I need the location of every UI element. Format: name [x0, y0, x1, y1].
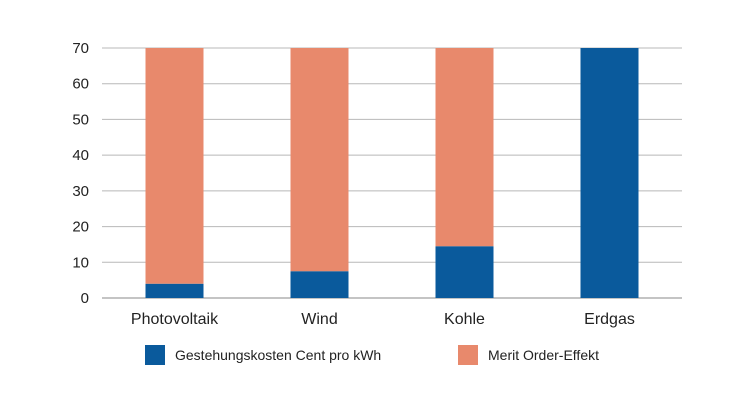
y-tick-label: 10: [72, 254, 89, 271]
y-tick-label: 20: [72, 219, 89, 236]
x-category-label: Wind: [301, 311, 337, 328]
bar-erdgas-gestehungskosten: [580, 48, 639, 298]
y-tick-label: 70: [72, 40, 89, 57]
y-tick-label: 60: [72, 76, 89, 93]
legend-swatch-merit-order: [458, 345, 478, 365]
bar-wind-gestehungskosten: [290, 271, 349, 298]
legend-label-gestehungskosten: Gestehungskosten Cent pro kWh: [175, 347, 382, 363]
x-category-label: Kohle: [444, 311, 485, 328]
y-tick-label: 0: [81, 290, 89, 307]
y-axis: 0 10 20 30 40 50 60 70: [72, 40, 89, 307]
legend-swatch-gestehungskosten: [145, 345, 165, 365]
legend: Gestehungskosten Cent pro kWh Merit Orde…: [0, 345, 741, 369]
legend-label-merit-order: Merit Order-Effekt: [488, 347, 599, 363]
bar-kohle-gestehungskosten: [435, 246, 494, 298]
y-tick-label: 50: [72, 111, 89, 128]
y-tick-label: 40: [72, 147, 89, 164]
bars: [145, 48, 639, 298]
x-category-label: Erdgas: [584, 311, 635, 328]
x-axis: Photovoltaik Wind Kohle Erdgas: [131, 311, 635, 328]
y-tick-label: 30: [72, 183, 89, 200]
bar-photovoltaik-gestehungskosten: [145, 283, 204, 298]
bar-wind-merit-order: [290, 48, 349, 272]
x-category-label: Photovoltaik: [131, 311, 219, 328]
bar-kohle-merit-order: [435, 48, 494, 247]
bar-photovoltaik-merit-order: [145, 48, 204, 284]
legend-item-merit-order: Merit Order-Effekt: [458, 345, 599, 365]
legend-item-gestehungskosten: Gestehungskosten Cent pro kWh: [145, 345, 381, 365]
